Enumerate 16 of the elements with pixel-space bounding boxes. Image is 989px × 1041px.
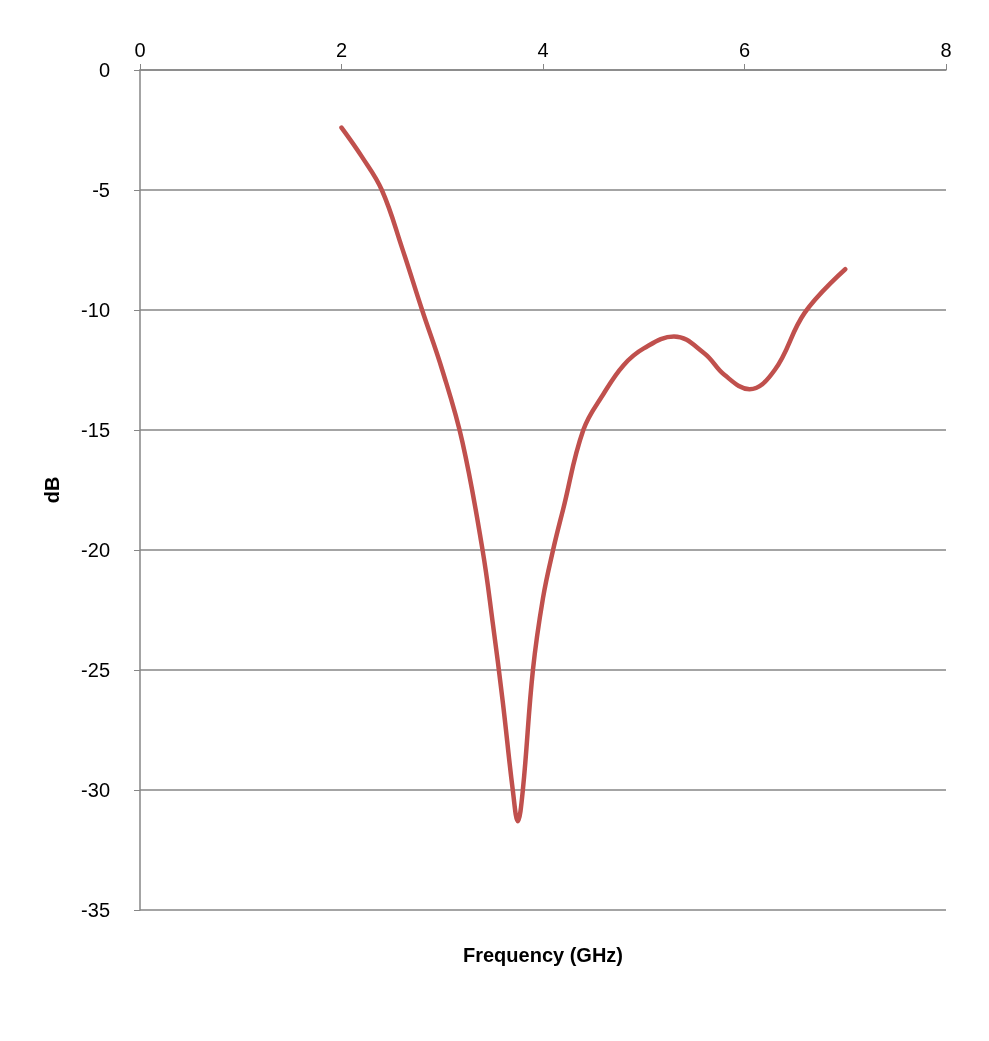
x-tick-label: 2 <box>335 39 348 61</box>
y-tick-label: -15 <box>81 419 110 441</box>
x-tick-label: 0 <box>134 39 146 61</box>
y-tick-label: -10 <box>81 299 110 321</box>
y-axis-title: dB <box>41 476 63 504</box>
x-axis-title: Frequency (GHz) <box>462 944 624 966</box>
y-tick-label: -25 <box>81 659 110 681</box>
y-tick-label: 0 <box>98 59 110 81</box>
y-tick-label: -30 <box>81 779 110 801</box>
y-tick-label: -5 <box>92 179 110 201</box>
y-tick-label: -35 <box>81 899 110 921</box>
y-tick-label: -20 <box>81 539 110 561</box>
x-tick-label: 6 <box>738 39 751 61</box>
line-series <box>339 125 848 824</box>
x-tick-label: 4 <box>537 39 549 61</box>
x-tick-label: 8 <box>940 39 952 61</box>
